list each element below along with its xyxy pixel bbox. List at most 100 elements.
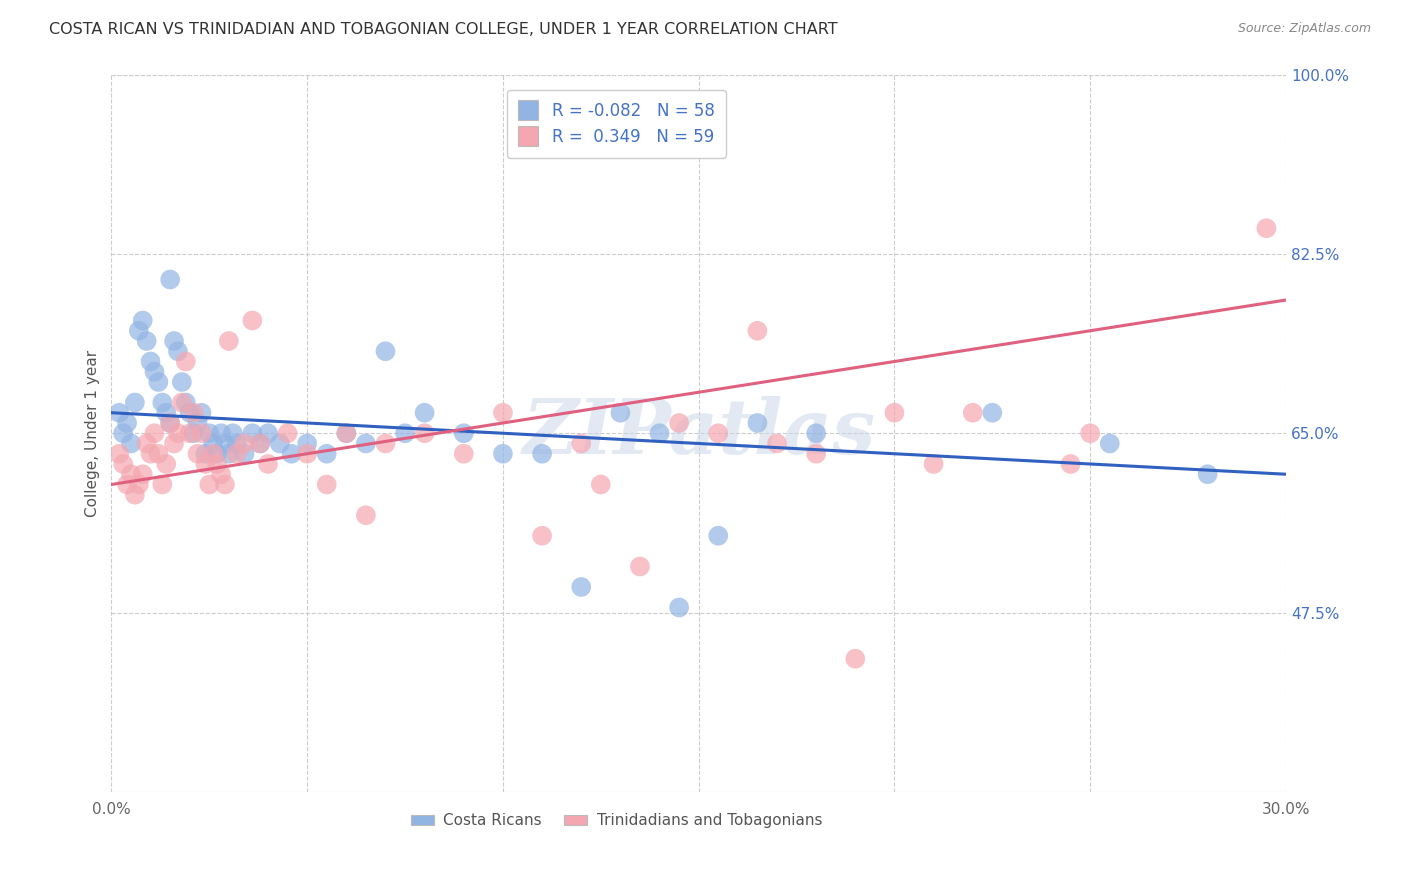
Point [628, 559, 651, 574]
Point [143, 365, 166, 379]
Point [159, 272, 181, 286]
Point [609, 406, 631, 420]
Point [1059, 457, 1081, 471]
Point [257, 426, 280, 441]
Point [163, 334, 186, 348]
Point [240, 426, 263, 441]
Point [269, 436, 291, 450]
Point [179, 426, 201, 441]
Point [315, 477, 337, 491]
Point [1197, 467, 1219, 482]
Point [668, 416, 690, 430]
Point [194, 457, 217, 471]
Point [280, 447, 302, 461]
Point [218, 447, 240, 461]
Point [155, 406, 177, 420]
Point [108, 447, 131, 461]
Point [1078, 426, 1101, 441]
Point [187, 416, 209, 430]
Point [115, 477, 138, 491]
Point [249, 436, 271, 450]
Point [120, 436, 142, 450]
Point [648, 426, 671, 441]
Point [155, 457, 177, 471]
Point [167, 426, 190, 441]
Point [492, 406, 515, 420]
Point [174, 354, 197, 368]
Point [453, 447, 475, 461]
Point [139, 354, 162, 368]
Point [198, 426, 221, 441]
Text: Source: ZipAtlas.com: Source: ZipAtlas.com [1237, 22, 1371, 36]
Point [128, 477, 150, 491]
Point [277, 426, 299, 441]
Point [233, 436, 256, 450]
Point [124, 488, 146, 502]
Point [167, 344, 190, 359]
Point [209, 467, 232, 482]
Point [132, 313, 155, 327]
Point [222, 426, 245, 441]
Point [132, 467, 155, 482]
Point [335, 426, 357, 441]
Point [413, 406, 436, 420]
Point [194, 447, 217, 461]
Point [214, 477, 236, 491]
Text: ZIPatlas: ZIPatlas [522, 396, 876, 470]
Point [354, 436, 377, 450]
Point [187, 447, 209, 461]
Point [531, 529, 554, 543]
Point [1256, 221, 1278, 235]
Point [922, 457, 945, 471]
Point [148, 447, 170, 461]
Point [170, 375, 193, 389]
Point [135, 436, 157, 450]
Point [962, 406, 984, 420]
Point [183, 406, 205, 420]
Point [668, 600, 690, 615]
Point [112, 426, 135, 441]
Point [170, 395, 193, 409]
Point [202, 447, 225, 461]
Point [233, 447, 256, 461]
Point [531, 447, 554, 461]
Point [174, 395, 197, 409]
Point [354, 508, 377, 523]
Point [128, 324, 150, 338]
Point [124, 395, 146, 409]
Point [569, 436, 592, 450]
Point [883, 406, 905, 420]
Point [115, 416, 138, 430]
Point [135, 334, 157, 348]
Point [183, 426, 205, 441]
Point [374, 436, 396, 450]
Point [214, 436, 236, 450]
Point [218, 334, 240, 348]
Point [225, 447, 247, 461]
Point [707, 529, 730, 543]
Point [747, 324, 769, 338]
Legend: Costa Ricans, Trinidadians and Tobagonians: Costa Ricans, Trinidadians and Tobagonia… [405, 807, 828, 835]
Point [257, 457, 280, 471]
Point [159, 416, 181, 430]
Point [240, 313, 263, 327]
Point [981, 406, 1004, 420]
Point [190, 426, 212, 441]
Point [150, 395, 173, 409]
Point [225, 436, 247, 450]
Point [707, 426, 730, 441]
Point [766, 436, 789, 450]
Point [569, 580, 592, 594]
Point [453, 426, 475, 441]
Point [413, 426, 436, 441]
Point [112, 457, 135, 471]
Point [179, 406, 201, 420]
Point [589, 477, 612, 491]
Point [202, 436, 225, 450]
Point [143, 426, 166, 441]
Point [209, 426, 232, 441]
Point [315, 447, 337, 461]
Point [205, 447, 228, 461]
Point [139, 447, 162, 461]
Point [120, 467, 142, 482]
